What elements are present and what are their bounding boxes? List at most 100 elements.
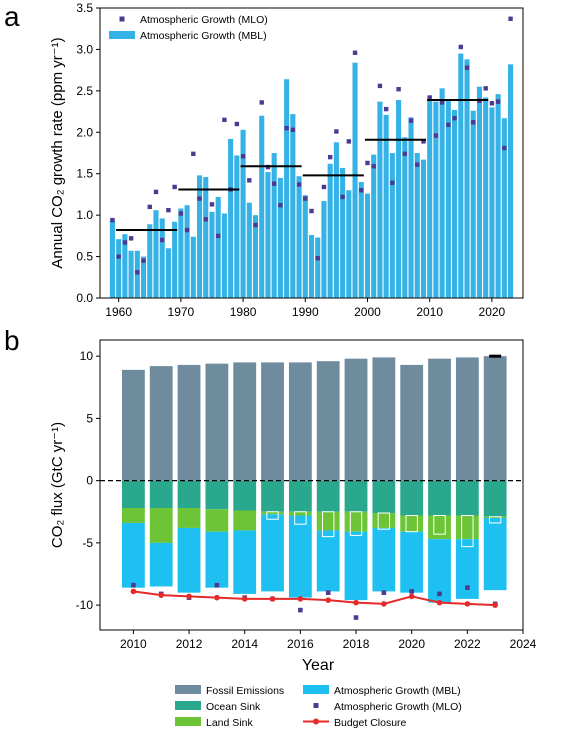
mbl-growth-bar [327,163,333,298]
mbl-growth-bar [190,236,196,298]
atmospheric-growth-mbl-bar [483,517,507,591]
budget-closure-point [464,601,471,607]
land-sink-bar [121,508,145,523]
mbl-growth-bar [203,177,209,298]
atm-growth-mlo-marker [325,590,331,595]
mbl-growth-bar [321,201,327,298]
y-tick-label: 5 [86,411,93,425]
ocean-sink-bar [483,480,507,517]
x-tick-label: 2010 [416,305,443,319]
y-tick-label: 0 [86,474,93,488]
legend-land-label: Land Sink [206,717,253,729]
mlo-growth-marker [209,202,215,207]
mlo-growth-marker [234,121,240,127]
legend-mlo-label: Atmospheric Growth (MLO) [140,14,268,26]
mlo-growth-marker [178,211,184,216]
y-tick-label: 2.0 [76,125,93,139]
mbl-growth-bar [470,110,476,298]
mlo-growth-marker [278,203,283,208]
y-tick-label: 1.0 [76,208,93,222]
budget-closure-point [269,596,276,602]
y-tick-label: -10 [76,598,94,612]
mlo-growth-marker [222,117,227,123]
ocean-sink-bar [233,480,257,511]
mlo-growth-marker [191,151,196,157]
panel-b-frame [99,339,524,631]
land-sink-outline [405,514,418,533]
budget-closure-point [186,593,192,600]
budget-closure-point [325,597,331,603]
ocean-sink-bar [288,480,312,512]
atmospheric-growth-mbl-bar [316,530,340,592]
mlo-growth-marker [489,101,495,106]
panel-a-plot: 0.0 0.5 1.0 1.5 2.0 2.5 3.0 3.5 1960 1970 1980 1990… [76,1,514,319]
fossil-emissions-bar [177,364,201,481]
mbl-growth-bar [458,53,464,299]
mbl-growth-bar [420,159,427,298]
mlo-growth-marker [408,118,414,123]
mlo-growth-marker [495,99,501,104]
mlo-growth-marker [439,100,445,105]
land-sink-outline [433,514,446,535]
budget-closure-point [353,599,359,606]
ocean-sink-bar [121,480,145,509]
mbl-growth-bar [221,213,227,298]
mlo-growth-marker [128,236,134,241]
x-tick-label: 2022 [454,637,481,651]
mlo-growth-marker [421,139,426,144]
atmospheric-growth-mbl-bar [455,539,479,599]
mbl-growth-bar [489,107,495,298]
mbl-growth-bar [414,153,420,298]
mlo-growth-marker [371,164,376,169]
ocean-sink-bar [261,480,284,512]
mbl-growth-bar [302,195,308,298]
atmospheric-growth-mbl-bar [344,531,368,601]
mbl-growth-bar [122,234,128,298]
land-sink-bar [428,515,451,540]
atmospheric-growth-mbl-bar [205,531,229,588]
y-tick-label: 3.0 [76,42,93,56]
atmospheric-growth-mbl-bar [233,530,257,594]
mlo-growth-marker [352,50,358,55]
mbl-growth-bar [284,79,290,298]
mbl-growth-bar [358,182,364,298]
mbl-growth-bar [408,117,414,298]
mbl-growth-bar [172,221,178,298]
ocean-sink-bar [400,480,424,516]
x-tick-label: 2016 [287,637,314,651]
mbl-growth-bar [315,237,321,298]
atm-growth-mlo-marker [381,590,387,595]
mlo-growth-marker [390,180,395,186]
legend-mbl-swatch [109,31,135,39]
fossil-emissions-bar [316,361,340,481]
mlo-growth-marker [458,44,463,50]
budget-closure-point [408,593,415,600]
mlo-growth-marker [147,204,152,210]
mlo-growth-marker [502,145,507,151]
x-tick-label: 2014 [231,637,258,651]
mlo-growth-marker [427,95,432,100]
mlo-growth-marker [340,194,345,200]
land-sink-outline [349,511,363,536]
mbl-growth-bar [196,175,203,298]
fossil-emissions-bar [344,358,368,481]
mbl-growth-bar [433,101,439,298]
mbl-growth-bar [452,109,458,299]
mbl-growth-bar [184,205,190,298]
ocean-sink-bar [372,480,396,514]
ocean-sink-bar [344,480,368,512]
ocean-sink-bar [149,480,173,509]
mlo-growth-marker [166,207,171,213]
fossil-emissions-bar [261,362,284,481]
mbl-growth-bar [277,177,283,298]
panel-b-ylabel: CO₂ flux (GtC yr⁻¹) [49,422,66,548]
x-tick-label: 1990 [292,305,319,319]
mlo-growth-marker [122,240,128,245]
mbl-growth-bar [346,190,352,298]
legend-closure-marker [313,718,319,725]
y-tick-label: 1.5 [76,167,93,181]
x-tick-label: 2010 [120,637,147,651]
atm-growth-mlo-marker [353,615,359,620]
fossil-emissions-bar [121,369,145,481]
mbl-growth-bar [178,208,184,298]
